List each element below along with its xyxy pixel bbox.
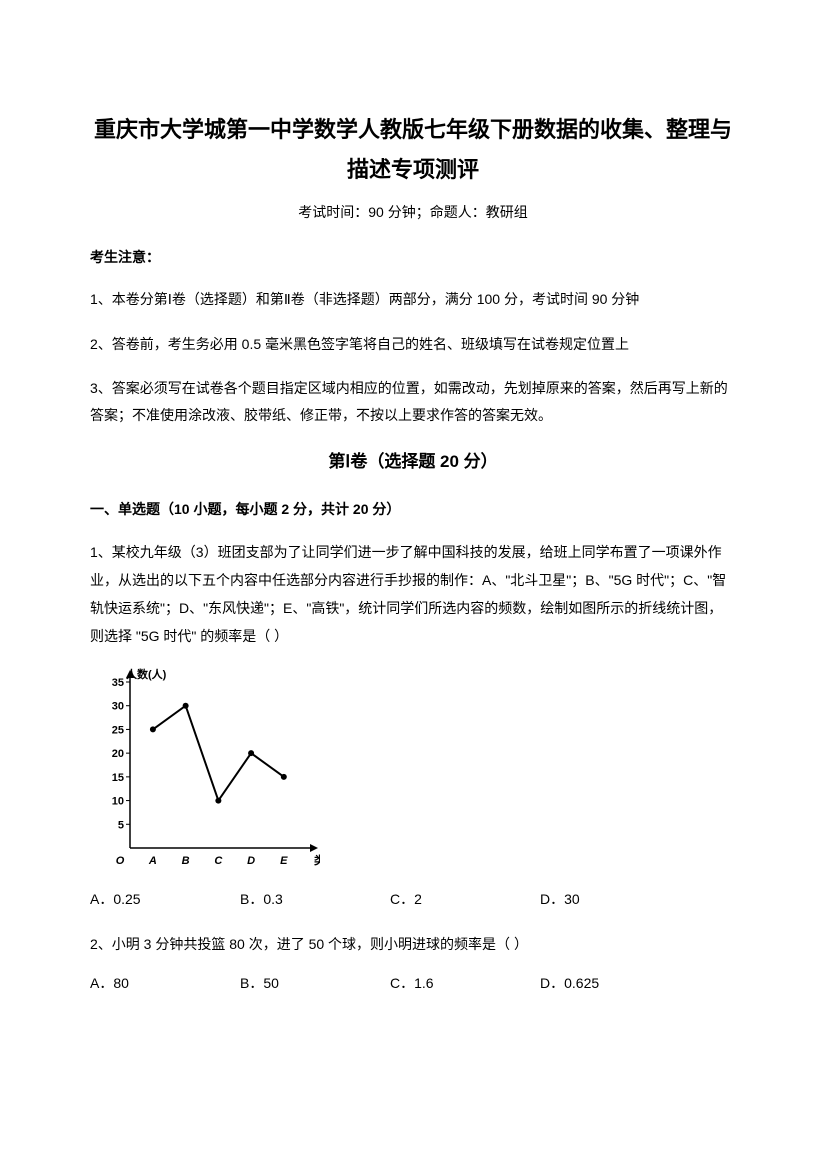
svg-text:5: 5 — [118, 819, 124, 831]
svg-text:35: 35 — [112, 677, 124, 689]
notice-3: 3、答案必须写在试卷各个题目指定区域内相应的位置，如需改动，先划掉原来的答案，然… — [90, 375, 736, 428]
svg-text:O: O — [116, 855, 125, 867]
q1-opt-d: D．30 — [540, 888, 690, 910]
notice-1: 1、本卷分第Ⅰ卷（选择题）和第Ⅱ卷（非选择题）两部分，满分 100 分，考试时间… — [90, 286, 736, 313]
q2-options: A．80 B．50 C．1.6 D．0.625 — [90, 972, 736, 994]
notice-2: 2、答卷前，考生务必用 0.5 毫米黑色签字笔将自己的姓名、班级填写在试卷规定位… — [90, 331, 736, 358]
question-2: 2、小明 3 分钟共投篮 80 次，进了 50 个球，则小明进球的频率是（ ） — [90, 930, 736, 958]
svg-text:类别: 类别 — [314, 853, 320, 867]
q2-opt-b: B．50 — [240, 972, 390, 994]
svg-text:20: 20 — [112, 748, 124, 760]
line-chart-svg: 人数(人) 5 10 15 20 25 30 35 A B C D E O 类别 — [90, 664, 320, 874]
notice-heading: 考生注意： — [90, 246, 736, 268]
exam-meta: 考试时间：90 分钟；命题人：教研组 — [90, 201, 736, 223]
page-title: 重庆市大学城第一中学数学人教版七年级下册数据的收集、整理与描述专项测评 — [90, 110, 736, 189]
q2-opt-d: D．0.625 — [540, 972, 690, 994]
svg-text:E: E — [280, 855, 288, 867]
section-1-heading: 第Ⅰ卷（选择题 20 分） — [90, 448, 736, 475]
q1-opt-a: A．0.25 — [90, 888, 240, 910]
q1-chart: 人数(人) 5 10 15 20 25 30 35 A B C D E O 类别 — [90, 664, 736, 874]
svg-text:25: 25 — [112, 724, 124, 736]
q1-options: A．0.25 B．0.3 C．2 D．30 — [90, 888, 736, 910]
svg-text:人数(人): 人数(人) — [126, 667, 167, 681]
svg-text:A: A — [148, 855, 157, 867]
svg-text:B: B — [182, 855, 190, 867]
q1-opt-c: C．2 — [390, 888, 540, 910]
svg-text:C: C — [214, 855, 223, 867]
subsection-1: 一、单选题（10 小题，每小题 2 分，共计 20 分） — [90, 498, 736, 520]
svg-text:D: D — [247, 855, 255, 867]
question-1: 1、某校九年级（3）班团支部为了让同学们进一步了解中国科技的发展，给班上同学布置… — [90, 538, 736, 650]
q1-opt-b: B．0.3 — [240, 888, 390, 910]
q2-opt-c: C．1.6 — [390, 972, 540, 994]
svg-text:10: 10 — [112, 795, 124, 807]
svg-text:15: 15 — [112, 772, 124, 784]
q2-opt-a: A．80 — [90, 972, 240, 994]
svg-text:30: 30 — [112, 701, 124, 713]
